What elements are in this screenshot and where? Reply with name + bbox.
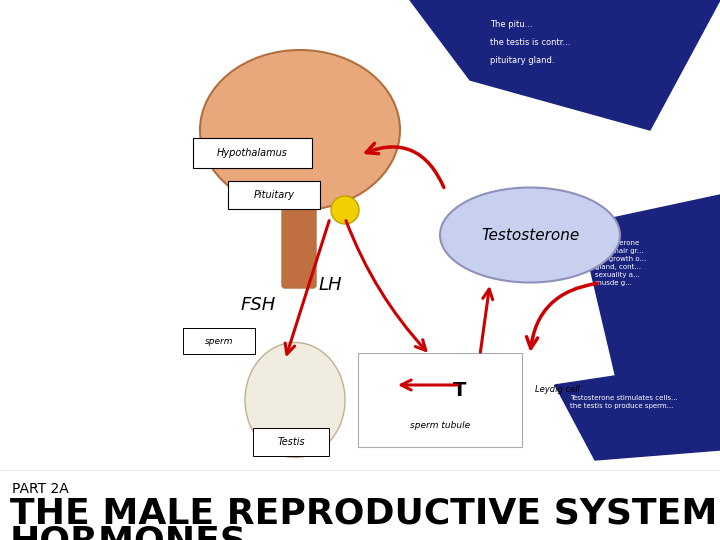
Text: Testosterone: Testosterone <box>481 227 579 242</box>
Text: HORMONES: HORMONES <box>10 524 247 540</box>
Ellipse shape <box>440 187 620 282</box>
Text: sperm: sperm <box>204 336 233 346</box>
FancyBboxPatch shape <box>193 138 312 168</box>
Text: sperm tubule: sperm tubule <box>410 421 470 430</box>
Ellipse shape <box>331 196 359 224</box>
FancyBboxPatch shape <box>253 428 329 456</box>
Text: Testis: Testis <box>277 437 305 447</box>
FancyBboxPatch shape <box>228 181 320 209</box>
Text: PART 2A: PART 2A <box>12 482 68 496</box>
Text: Testosterone
body hair gr...
the growth o...
gland, cont...
sexuality a...
musde: Testosterone body hair gr... the growth … <box>595 240 647 286</box>
Polygon shape <box>580 195 720 395</box>
Polygon shape <box>555 360 720 460</box>
FancyBboxPatch shape <box>282 192 316 288</box>
FancyBboxPatch shape <box>183 328 255 354</box>
Text: Testosterone stimulates cells...
the testis to produce sperm...: Testosterone stimulates cells... the tes… <box>570 395 678 409</box>
Text: pituitary gland.: pituitary gland. <box>490 56 554 65</box>
Text: LH: LH <box>318 276 342 294</box>
Text: the testis is contr...: the testis is contr... <box>490 38 570 47</box>
FancyBboxPatch shape <box>358 353 522 447</box>
Text: Pituitary: Pituitary <box>253 190 294 200</box>
Ellipse shape <box>200 50 400 210</box>
Ellipse shape <box>245 342 345 457</box>
Polygon shape <box>410 0 720 130</box>
Text: Leydig cell: Leydig cell <box>535 386 580 395</box>
Text: The pitu...: The pitu... <box>490 20 533 29</box>
Text: T: T <box>454 381 467 400</box>
Text: THE MALE REPRODUCTIVE SYSTEM -: THE MALE REPRODUCTIVE SYSTEM - <box>10 497 720 531</box>
Text: Hypothalamus: Hypothalamus <box>217 148 287 158</box>
Text: FSH: FSH <box>240 296 276 314</box>
